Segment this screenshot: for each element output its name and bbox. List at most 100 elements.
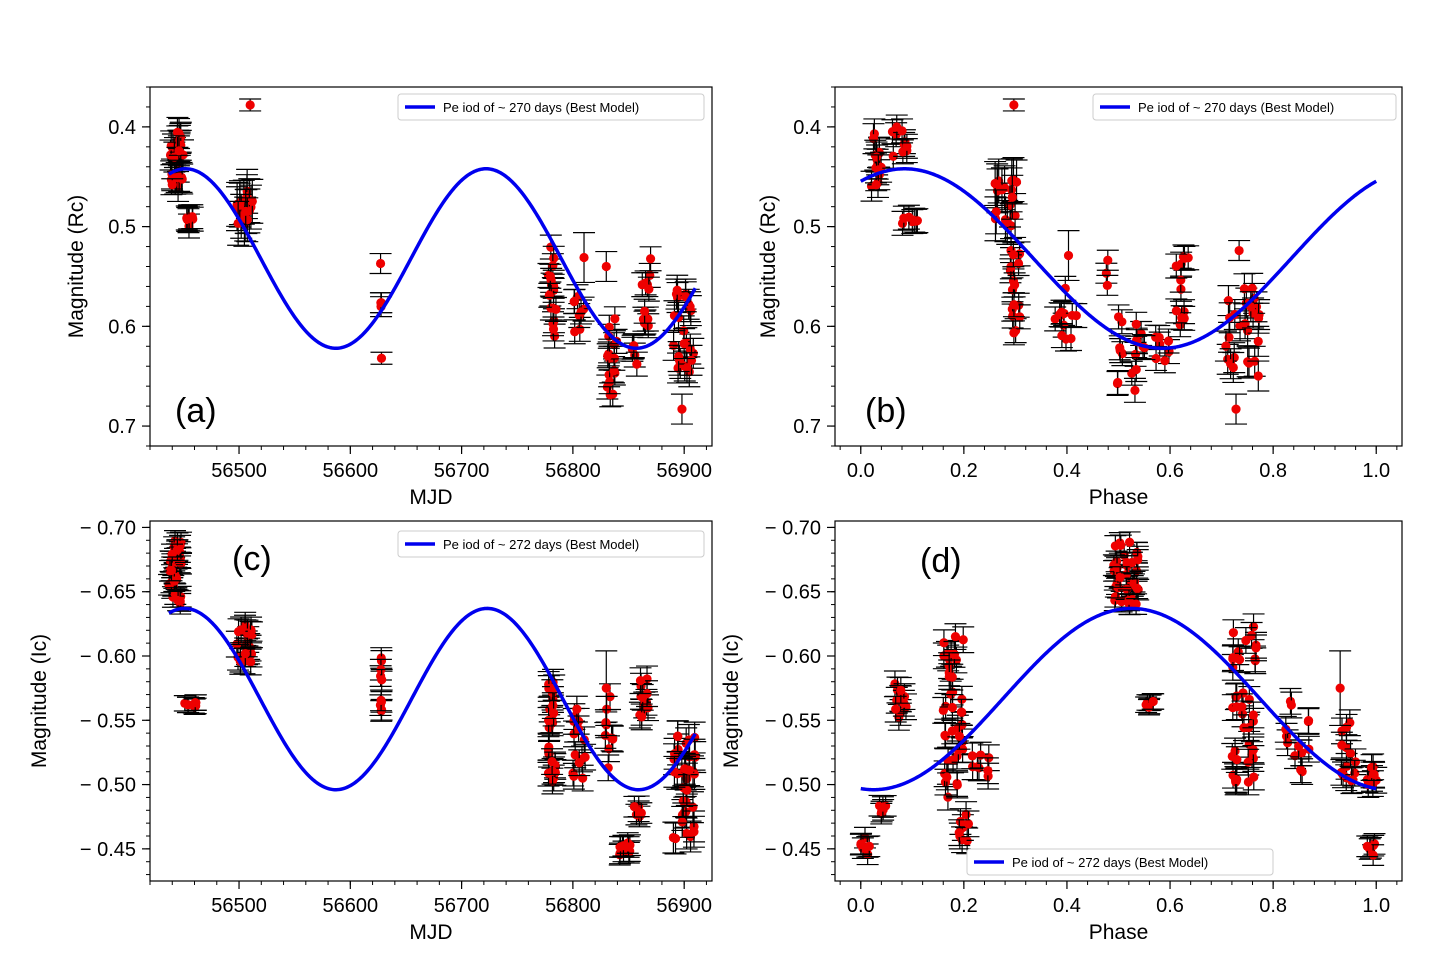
data-point bbox=[630, 703, 653, 731]
data-point bbox=[1222, 619, 1245, 647]
data-point bbox=[1123, 377, 1146, 403]
data-point bbox=[1225, 746, 1248, 774]
data-point bbox=[1242, 763, 1265, 791]
y-axis-label: Magnitude (Rc) bbox=[757, 195, 780, 339]
data-point bbox=[239, 98, 262, 112]
x-tick-label: 56700 bbox=[434, 460, 490, 482]
data-point bbox=[935, 763, 958, 791]
data-point bbox=[573, 231, 596, 284]
data-point bbox=[671, 805, 694, 838]
axes-frame bbox=[149, 86, 713, 447]
y-tick-label: 0.5 bbox=[793, 217, 821, 239]
y-tick-label: 0.4 bbox=[108, 117, 136, 139]
data-point bbox=[1057, 230, 1080, 282]
x-tick-label: 56800 bbox=[545, 895, 601, 917]
y-tick-label: − 0.50 bbox=[80, 775, 136, 797]
model-curve bbox=[167, 167, 697, 351]
data-point bbox=[1120, 551, 1143, 574]
data-point bbox=[370, 689, 393, 712]
axes-frame bbox=[834, 86, 1403, 447]
data-point bbox=[849, 833, 872, 856]
data-point bbox=[165, 161, 188, 194]
data-point bbox=[1125, 356, 1148, 383]
data-point bbox=[670, 393, 693, 425]
data-point bbox=[1002, 98, 1025, 112]
data-point bbox=[1157, 328, 1180, 354]
data-point bbox=[1244, 634, 1267, 662]
data-point bbox=[612, 834, 635, 857]
y-tick-label: − 0.50 bbox=[765, 775, 821, 797]
y-tick-label: − 0.55 bbox=[765, 710, 821, 732]
data-point bbox=[985, 189, 1008, 235]
x-tick-label: 0.6 bbox=[1156, 895, 1184, 917]
legend-label: Pe iod of ~ 272 days (Best Model) bbox=[1012, 855, 1208, 870]
y-tick-label: 0.4 bbox=[793, 117, 821, 139]
panel-c: 56500 56600 56700 56800 56900 − 0.70 − 0.65 − 0… bbox=[28, 517, 713, 944]
panel-c-plot-area bbox=[158, 530, 707, 866]
x-tick-label: 1.0 bbox=[1362, 895, 1390, 917]
data-point bbox=[984, 160, 1007, 207]
y-tick-label: − 0.45 bbox=[80, 839, 136, 861]
model-curve bbox=[860, 606, 1377, 792]
data-point bbox=[595, 250, 618, 283]
data-point bbox=[932, 629, 955, 657]
panel-tag: (a) bbox=[175, 392, 217, 430]
panel-b: 0.0 0.2 0.4 0.6 0.8 1.0 0.4 0.5 0.6 0.7 Phase Magni… bbox=[757, 86, 1403, 509]
x-axis-label: Phase bbox=[1089, 921, 1149, 944]
data-point bbox=[1247, 325, 1270, 357]
data-point bbox=[946, 771, 969, 799]
data-point bbox=[1050, 299, 1073, 325]
x-tick-label: 56600 bbox=[323, 460, 379, 482]
y-tick-label: 0.5 bbox=[108, 217, 136, 239]
data-point bbox=[623, 795, 646, 818]
x-tick-label: 0.6 bbox=[1156, 460, 1184, 482]
data-point bbox=[1096, 274, 1119, 296]
data-point bbox=[595, 650, 618, 727]
data-point bbox=[230, 616, 253, 644]
data-point bbox=[905, 208, 928, 234]
data-point bbox=[603, 358, 626, 384]
data-point bbox=[537, 733, 560, 761]
x-tick-label: 56600 bbox=[323, 895, 379, 917]
x-tick-label: 56900 bbox=[656, 460, 712, 482]
data-point bbox=[539, 263, 562, 289]
data-point bbox=[948, 819, 971, 847]
x-tick-label: 0.4 bbox=[1053, 895, 1081, 917]
data-point bbox=[976, 757, 999, 785]
y-tick-label: − 0.70 bbox=[80, 517, 136, 539]
data-point bbox=[961, 742, 984, 770]
panel-tag: (d) bbox=[920, 542, 962, 580]
data-point bbox=[1001, 174, 1024, 220]
data-point bbox=[541, 748, 564, 776]
data-point bbox=[568, 749, 591, 777]
data-point bbox=[1297, 707, 1320, 735]
data-point bbox=[865, 178, 888, 192]
data-point bbox=[562, 762, 585, 790]
data-point bbox=[1247, 360, 1270, 392]
data-point bbox=[596, 343, 619, 369]
data-point bbox=[682, 815, 705, 848]
legend: Pe iod of ~ 270 days (Best Model) bbox=[1092, 93, 1397, 121]
x-axis-label: MJD bbox=[409, 921, 452, 944]
x-tick-label: 56500 bbox=[211, 895, 267, 917]
data-point bbox=[597, 754, 620, 782]
data-point bbox=[629, 667, 652, 695]
data-point bbox=[636, 306, 659, 332]
data-point bbox=[871, 796, 894, 818]
data-point bbox=[1165, 298, 1188, 324]
axes-frame bbox=[834, 520, 1403, 882]
x-tick-label: 56500 bbox=[211, 460, 267, 482]
data-point bbox=[1104, 535, 1127, 557]
panel-b-plot-area bbox=[859, 98, 1378, 425]
panel-a-plot-area bbox=[159, 98, 705, 425]
data-point bbox=[1096, 249, 1119, 271]
data-point bbox=[1228, 239, 1251, 262]
data-point bbox=[891, 118, 914, 144]
data-point bbox=[1142, 693, 1165, 710]
data-point bbox=[633, 298, 656, 324]
y-axis-label: Magnitude (Ic) bbox=[28, 634, 51, 768]
data-point bbox=[1225, 393, 1248, 425]
data-point bbox=[673, 328, 696, 360]
x-tick-label: 56700 bbox=[434, 895, 490, 917]
y-tick-label: 0.7 bbox=[108, 416, 136, 438]
